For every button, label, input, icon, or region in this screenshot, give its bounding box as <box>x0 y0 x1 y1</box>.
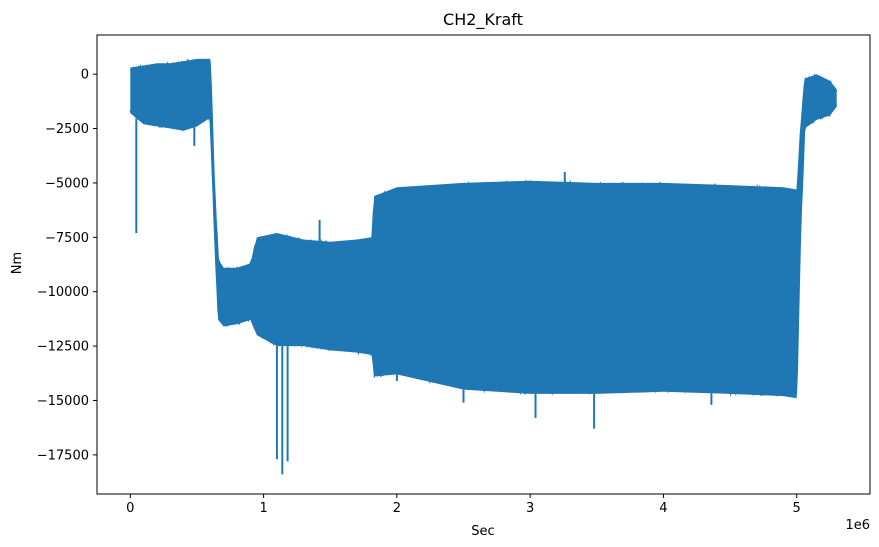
y-axis: 0 −2500 −5000 −7500 −10000 −12500 −15000 −17500 <box>37 68 97 463</box>
series-0-upper-trace <box>130 58 838 275</box>
y-tick-label: −5000 <box>45 176 89 191</box>
y-tick-label: −15000 <box>37 394 89 409</box>
y-tick-label: −10000 <box>37 285 89 300</box>
y-tick-label: −2500 <box>45 122 89 137</box>
plot-area <box>96 34 871 495</box>
y-tick-label: −7500 <box>45 231 89 246</box>
y-tick-label: −17500 <box>37 448 89 463</box>
y-axis-label: Nm <box>10 252 25 274</box>
y-tick-label: 0 <box>81 68 89 83</box>
y-tick-label: −12500 <box>37 340 89 355</box>
x-axis-offset-label: 1e6 <box>845 518 870 533</box>
x-tick-label: 2 <box>393 501 401 516</box>
x-tick-label: 5 <box>793 501 801 516</box>
x-axis-label: Sec <box>471 524 494 539</box>
x-tick-label: 4 <box>659 501 667 516</box>
series-0-band <box>130 58 837 399</box>
x-axis: 0 1 2 3 4 5 <box>126 494 801 516</box>
series-0-lower-trace <box>129 104 837 398</box>
x-tick-label: 1 <box>259 501 267 516</box>
x-tick-label: 3 <box>526 501 534 516</box>
x-tick-label: 0 <box>126 501 134 516</box>
axes-frame <box>96 34 871 495</box>
chart-title: CH2_Kraft <box>443 10 523 30</box>
